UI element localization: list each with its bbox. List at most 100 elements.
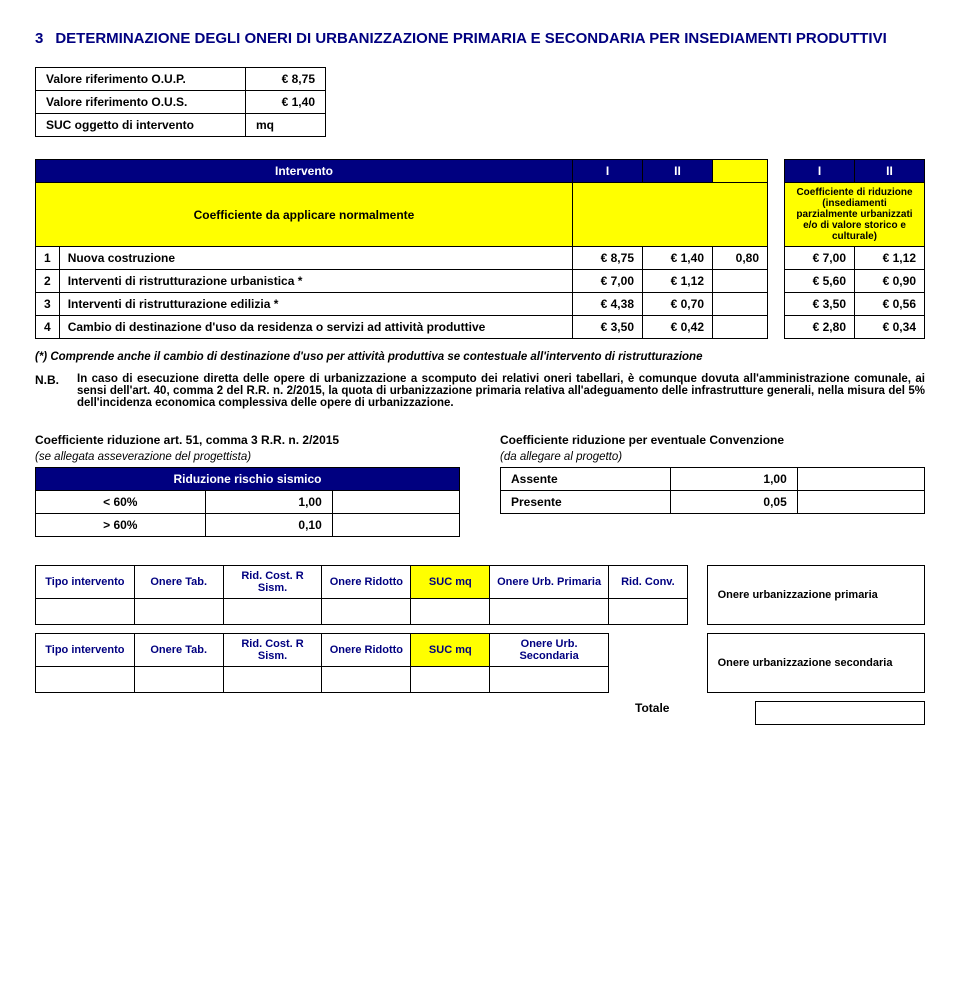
cell-value [713, 316, 768, 339]
ref-value: € 1,40 [246, 91, 326, 114]
section-title: 3 DETERMINAZIONE DEGLI ONERI DI URBANIZZ… [35, 30, 925, 47]
table-row: 3 Interventi di ristrutturazione edilizi… [36, 293, 925, 316]
cell-value: € 1,40 [643, 247, 713, 270]
cell: Assente [501, 468, 671, 491]
box-subtitle: (se allegata asseverazione del progettis… [35, 451, 460, 463]
cell-value [713, 270, 768, 293]
col-header: Rid. Cost. R Sism. [223, 566, 322, 599]
cell-value: € 3,50 [785, 293, 855, 316]
cell: 1,00 [670, 468, 797, 491]
cell-value: € 0,34 [855, 316, 925, 339]
subheader-left: Coefficiente da applicare normalmente [36, 183, 573, 247]
nb-block: N.B. In caso di esecuzione diretta delle… [35, 373, 925, 409]
col-header: Onere Urb. Primaria [490, 566, 609, 599]
row-number: 1 [36, 247, 60, 270]
empty-cell [797, 468, 924, 491]
cell: 0,05 [670, 491, 797, 514]
col-header: Onere Tab. [134, 634, 223, 667]
totale-label: Totale [635, 701, 745, 725]
cell-value: € 5,60 [785, 270, 855, 293]
table-row: Valore riferimento O.U.S. € 1,40 [36, 91, 326, 114]
header-col: II [855, 160, 925, 183]
col-header [608, 634, 687, 667]
cell: 1,00 [205, 491, 332, 514]
cell-value: € 0,90 [855, 270, 925, 293]
cell: < 60% [36, 491, 206, 514]
row-label: Nuova costruzione [59, 247, 572, 270]
cell-value: € 7,00 [573, 270, 643, 293]
cell-value: 0,80 [713, 247, 768, 270]
cell: Presente [501, 491, 671, 514]
col-header: Onere Ridotto [322, 634, 411, 667]
table-header: Riduzione rischio sismico [36, 468, 460, 491]
nb-label: N.B. [35, 373, 59, 409]
header-col: I [785, 160, 855, 183]
col-header: Onere Urb. Secondaria [490, 634, 609, 667]
empty-cell [797, 491, 924, 514]
section-number: 3 [35, 30, 43, 47]
col-header: Tipo intervento [36, 634, 135, 667]
cell-value: € 1,12 [855, 247, 925, 270]
convention-reduction-box: Coefficiente riduzione per eventuale Con… [500, 433, 925, 537]
col-header: Rid. Cost. R Sism. [223, 634, 322, 667]
row-label: Interventi di ristrutturazione edilizia … [59, 293, 572, 316]
result-label: Onere urbanizzazione primaria [707, 566, 924, 625]
ref-value: € 8,75 [246, 68, 326, 91]
ref-label: Valore riferimento O.U.S. [36, 91, 246, 114]
box-subtitle: (da allegare al progetto) [500, 451, 925, 463]
header-col: I [573, 160, 643, 183]
empty-cell [332, 514, 459, 537]
calculation-table-primaria: Tipo intervento Onere Tab. Rid. Cost. R … [35, 565, 925, 625]
ref-label: Valore riferimento O.U.P. [36, 68, 246, 91]
table-row: 4 Cambio di destinazione d'uso da reside… [36, 316, 925, 339]
convention-table: Assente 1,00 Presente 0,05 [500, 467, 925, 514]
cell-value: € 0,56 [855, 293, 925, 316]
col-header: Tipo intervento [36, 566, 135, 599]
table-row: Valore riferimento O.U.P. € 8,75 [36, 68, 326, 91]
row-number: 2 [36, 270, 60, 293]
footnote-text: (*) Comprende anche il cambio di destina… [35, 351, 925, 363]
col-header: Onere Ridotto [322, 566, 411, 599]
col-header: SUC mq [411, 566, 490, 599]
nb-text: In caso di esecuzione diretta delle oper… [77, 373, 925, 409]
cell: 0,10 [205, 514, 332, 537]
cell-value: € 3,50 [573, 316, 643, 339]
col-header: Rid. Conv. [608, 566, 687, 599]
table-row: SUC oggetto di intervento mq [36, 114, 326, 137]
totale-row: Totale [35, 701, 925, 725]
calculation-table-secondaria: Tipo intervento Onere Tab. Rid. Cost. R … [35, 633, 925, 693]
seismic-reduction-box: Coefficiente riduzione art. 51, comma 3 … [35, 433, 460, 537]
header-intervento: Intervento [36, 160, 573, 183]
cell-value: € 8,75 [573, 247, 643, 270]
cell-value: € 1,12 [643, 270, 713, 293]
reference-values-table: Valore riferimento O.U.P. € 8,75 Valore … [35, 67, 326, 137]
cell-value: € 2,80 [785, 316, 855, 339]
cell-value: € 4,38 [573, 293, 643, 316]
empty-cell [332, 491, 459, 514]
col-header: SUC mq [411, 634, 490, 667]
ref-label: SUC oggetto di intervento [36, 114, 246, 137]
row-number: 4 [36, 316, 60, 339]
cell-value: € 0,70 [643, 293, 713, 316]
table-row: 2 Interventi di ristrutturazione urbanis… [36, 270, 925, 293]
header-col: II [643, 160, 713, 183]
table-row: 1 Nuova costruzione € 8,75 € 1,40 0,80 €… [36, 247, 925, 270]
cell-value [713, 293, 768, 316]
col-header: Onere Tab. [134, 566, 223, 599]
main-coefficients-table: Intervento I II I II Coefficiente da app… [35, 159, 925, 339]
cell: > 60% [36, 514, 206, 537]
box-title: Coefficiente riduzione art. 51, comma 3 … [35, 433, 460, 447]
row-label: Interventi di ristrutturazione urbanisti… [59, 270, 572, 293]
seismic-table: Riduzione rischio sismico < 60% 1,00 > 6… [35, 467, 460, 537]
section-heading: DETERMINAZIONE DEGLI ONERI DI URBANIZZAZ… [55, 30, 925, 47]
row-number: 3 [36, 293, 60, 316]
subheader-right: Coefficiente di riduzione (insediamenti … [785, 183, 925, 247]
ref-value: mq [246, 114, 326, 137]
cell-value: € 7,00 [785, 247, 855, 270]
result-label: Onere urbanizzazione secondaria [707, 634, 924, 693]
coefficient-boxes: Coefficiente riduzione art. 51, comma 3 … [35, 433, 925, 537]
cell-value: € 0,42 [643, 316, 713, 339]
totale-value-box [755, 701, 925, 725]
row-label: Cambio di destinazione d'uso da residenz… [59, 316, 572, 339]
box-title: Coefficiente riduzione per eventuale Con… [500, 433, 925, 447]
